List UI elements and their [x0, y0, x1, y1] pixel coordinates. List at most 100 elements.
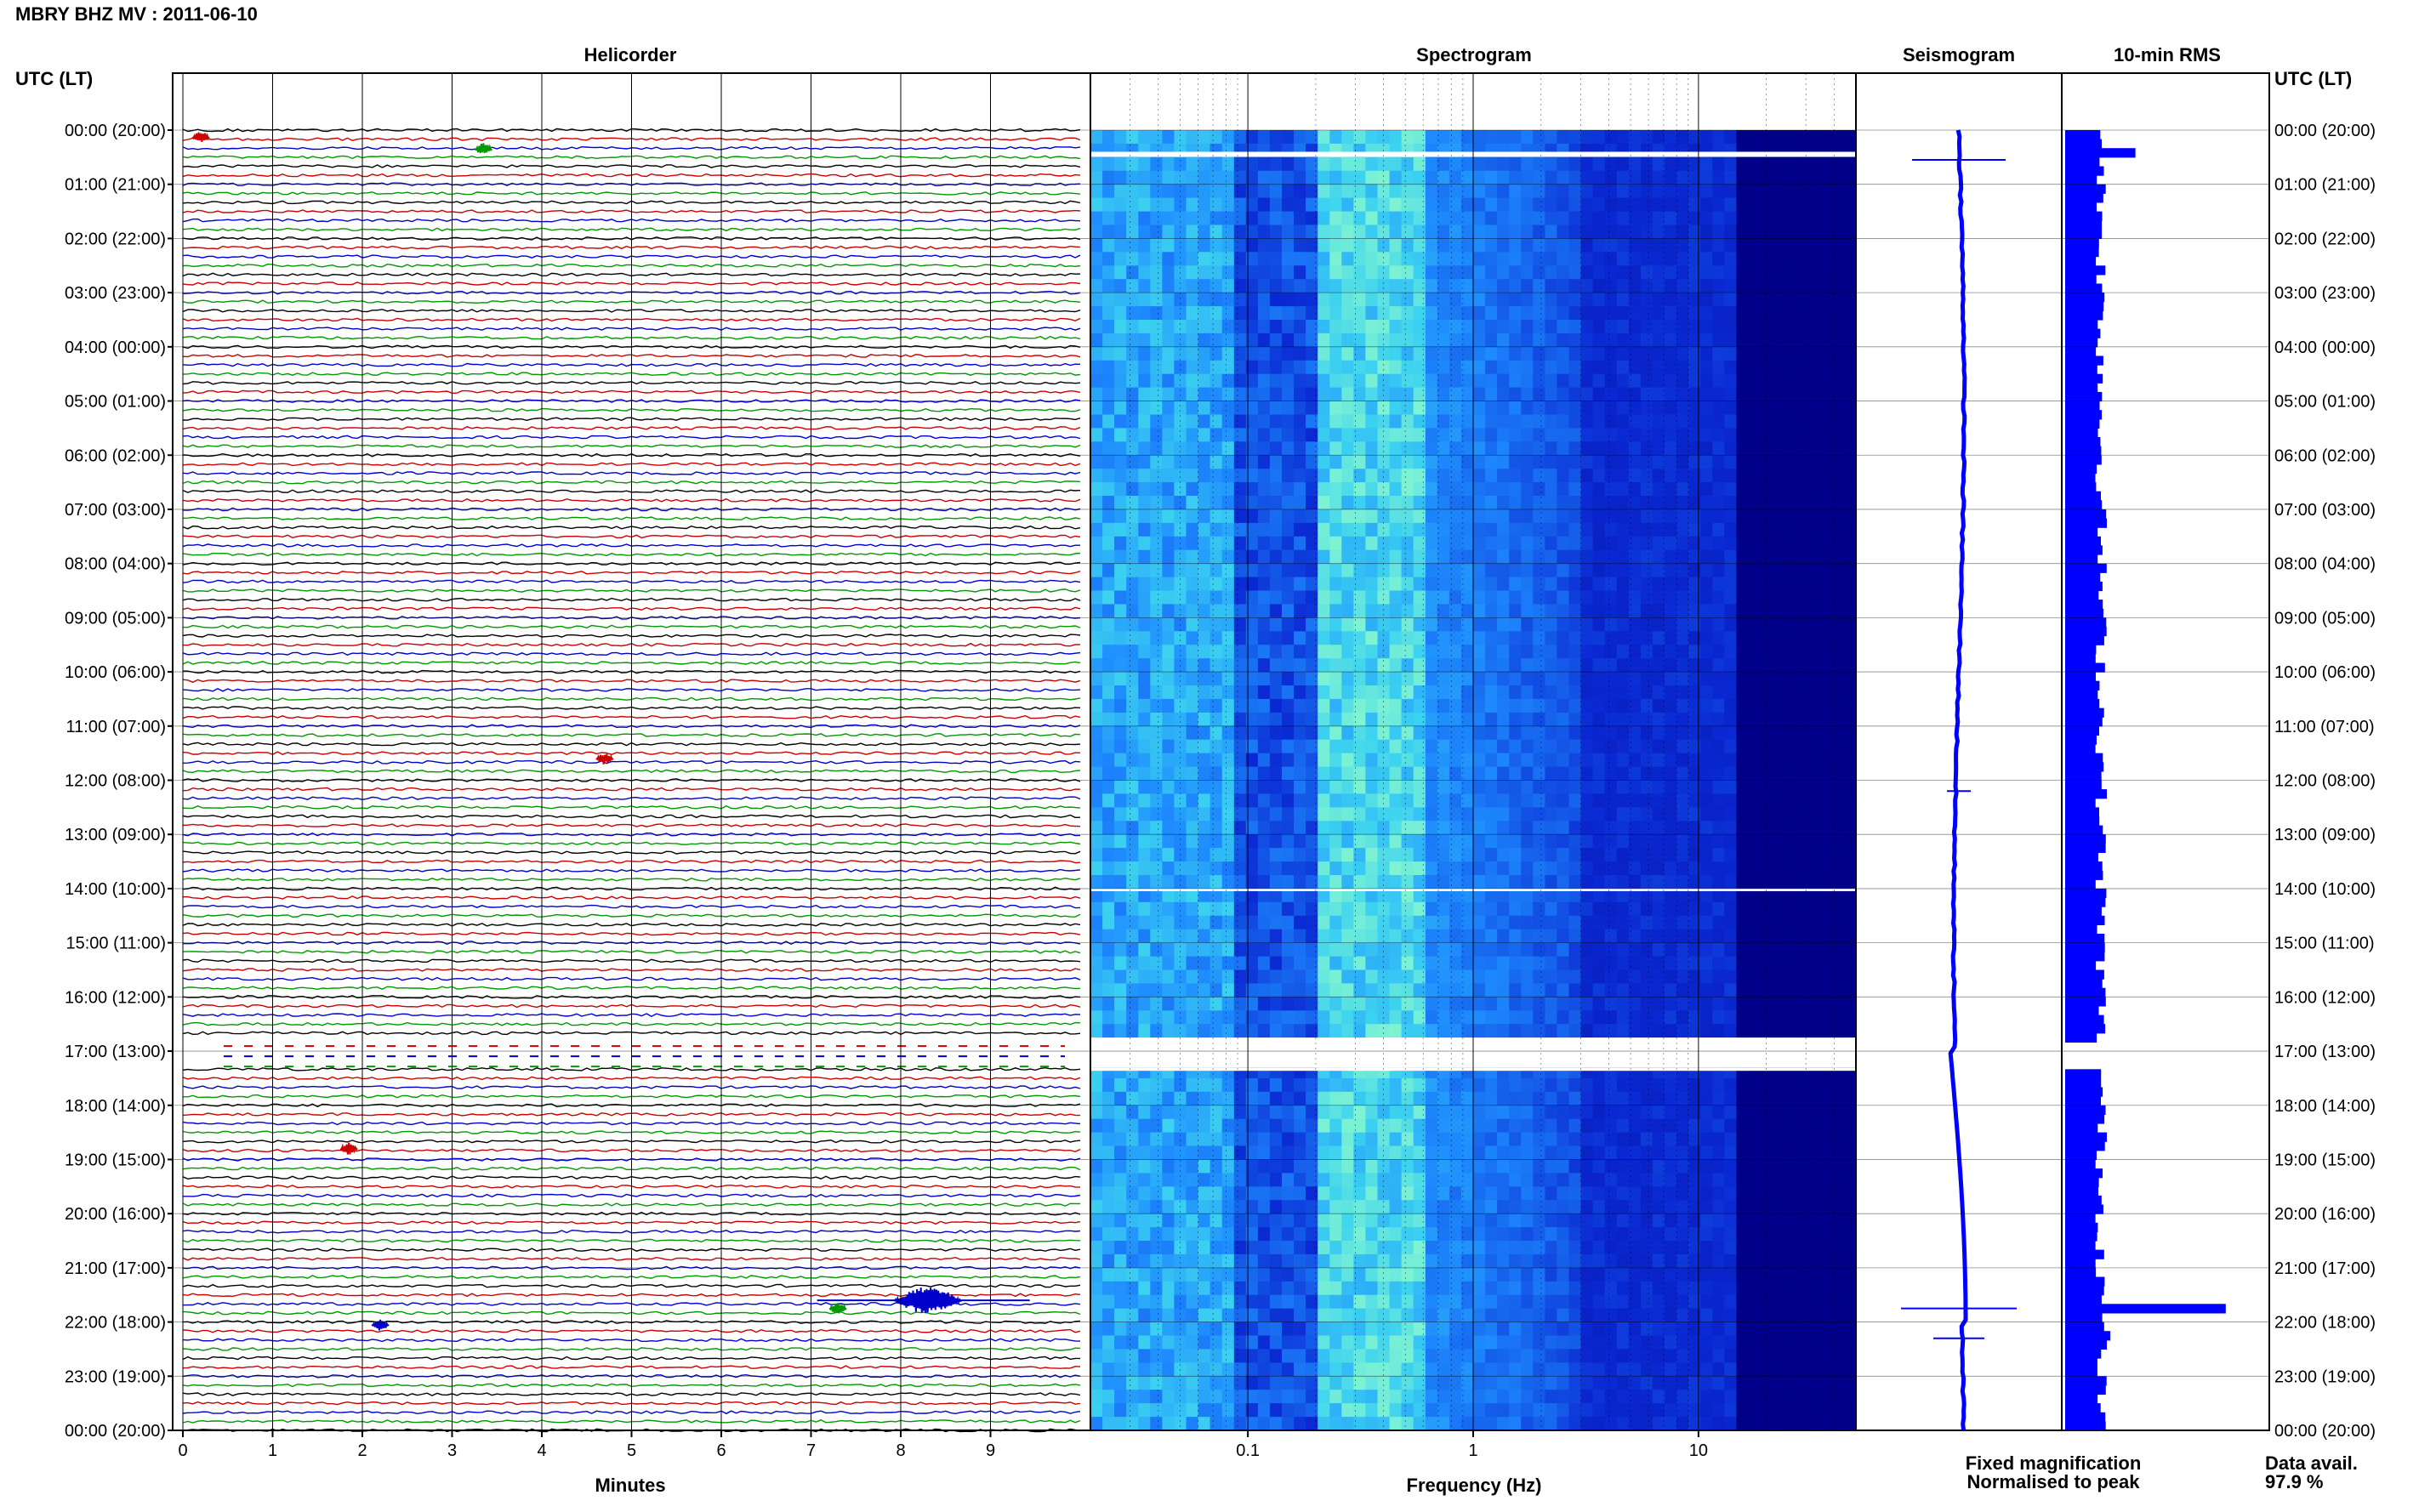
seismogram-trace [1901, 129, 2017, 1431]
rms-bar [2065, 1358, 2097, 1368]
rms-bar [2065, 653, 2096, 663]
rms-bar [2065, 807, 2099, 817]
rms-bar [2065, 1150, 2097, 1160]
rms-bar [2065, 1376, 2107, 1386]
rms-bar [2065, 536, 2101, 546]
rms-bar [2065, 1015, 2104, 1025]
rms-bar [2065, 1006, 2099, 1016]
rms-bar [2065, 1384, 2106, 1395]
rms-bar [2065, 482, 2097, 492]
seismogram-curve [1948, 129, 1968, 1431]
time-label-left: 15:00 (11:00) [66, 935, 167, 953]
time-label-right: 13:00 (09:00) [2274, 826, 2376, 844]
rms-bar [2065, 870, 2103, 880]
rms-bar [2065, 1267, 2097, 1278]
rms-bar [2065, 1159, 2096, 1169]
time-label-left: 16:00 (12:00) [65, 988, 166, 1007]
rms-bar [2065, 1168, 2103, 1179]
rms-bar [2065, 238, 2099, 248]
rms-bar [2065, 247, 2099, 258]
rms-bar [2065, 617, 2107, 628]
rms-bar [2065, 166, 2104, 176]
rms-bar [2065, 1349, 2102, 1359]
rms-bar [2065, 563, 2107, 573]
time-label-right: 21:00 (17:00) [2274, 1259, 2376, 1278]
time-label-left: 19:00 (15:00) [65, 1151, 166, 1169]
time-axis-header-right: UTC (LT) [2274, 68, 2352, 89]
rms-bar [2065, 1231, 2097, 1242]
rms-bar [2065, 672, 2096, 682]
panel-title-seismogram: Seismogram [1903, 44, 2015, 65]
rms-bar [2065, 1394, 2098, 1404]
time-label-left: 20:00 (16:00) [65, 1205, 166, 1224]
rms-bar [2065, 1286, 2104, 1296]
rms-bar [2065, 130, 2101, 140]
time-label-left: 21:00 (17:00) [65, 1259, 166, 1278]
rms-bar [2065, 1141, 2105, 1151]
rms-bar [2065, 907, 2102, 917]
rms-bar [2065, 509, 2107, 520]
rms-bar [2065, 437, 2101, 447]
frequency-tick-label: 1 [1468, 1441, 1477, 1460]
spectrogram-high-freq-band [1738, 130, 1856, 1430]
rms-bar [2065, 608, 2103, 618]
rms-bar [2065, 401, 2100, 411]
minute-tick-label: 2 [357, 1441, 367, 1460]
rms-bar [2065, 229, 2103, 239]
rms-bar [2065, 888, 2107, 899]
time-label-left: 00:00 (20:00) [65, 122, 166, 140]
rms-bar [2065, 934, 2105, 944]
time-label-right: 03:00 (23:00) [2274, 284, 2376, 303]
time-label-right: 05:00 (01:00) [2274, 393, 2376, 412]
rms-bar [2065, 473, 2096, 483]
rms-bar [2065, 952, 2105, 962]
time-axis-header-left: UTC (LT) [15, 68, 93, 89]
time-label-left: 22:00 (18:00) [65, 1314, 166, 1333]
rms-bar [2065, 391, 2103, 402]
time-label-left: 13:00 (09:00) [65, 826, 166, 844]
rms-bar [2065, 1032, 2097, 1043]
minute-tick-label: 9 [986, 1441, 995, 1460]
rms-bar [2065, 301, 2104, 311]
rms-bar [2065, 220, 2103, 230]
time-label-left: 01:00 (21:00) [65, 176, 166, 195]
rms-bar [2065, 798, 2096, 808]
rms-bar [2065, 1077, 2102, 1089]
rms-bar [2065, 680, 2100, 691]
helicorder-event [474, 143, 493, 154]
minute-tick-label: 3 [447, 1441, 457, 1460]
rms-bar [2065, 1123, 2098, 1134]
rms-bar [2065, 735, 2097, 745]
helicorder-event [595, 753, 614, 765]
rms-bar [2065, 310, 2103, 321]
rms-bar [2065, 256, 2097, 266]
time-label-right: 15:00 (11:00) [2274, 935, 2375, 953]
frequency-axis-label: Frequency (Hz) [1407, 1475, 1542, 1496]
rms-bar [2065, 770, 2102, 782]
time-label-left: 09:00 (05:00) [65, 609, 166, 628]
time-label-left: 14:00 (10:00) [65, 880, 166, 899]
rms-bar [2065, 662, 2105, 673]
panel-title-helicorder: Helicorder [584, 44, 677, 65]
rms-bar [2065, 725, 2099, 736]
panel-title-spectrogram: Spectrogram [1416, 44, 1532, 65]
time-label-right: 09:00 (05:00) [2274, 609, 2376, 628]
rms-bar [2065, 554, 2098, 565]
time-label-left: 18:00 (14:00) [65, 1097, 166, 1116]
minute-tick-label: 5 [627, 1441, 636, 1460]
rms-bar [2065, 762, 2104, 772]
data-availability-label: Data avail. [2265, 1452, 2358, 1474]
rms-bar [2065, 1304, 2226, 1314]
rms-bar [2065, 979, 2103, 989]
rms-bar [2065, 365, 2097, 375]
minute-tick-label: 6 [716, 1441, 726, 1460]
rms-bar [2065, 545, 2103, 555]
rms-bar [2065, 1087, 2103, 1097]
time-label-right: 08:00 (04:00) [2274, 555, 2376, 574]
rms-bar [2065, 627, 2107, 637]
rms-bar [2065, 690, 2098, 700]
rms-bar [2065, 1214, 2096, 1224]
helicorder-event [339, 1142, 358, 1155]
minute-tick-label: 7 [806, 1441, 816, 1460]
rms-bar [2065, 1204, 2103, 1214]
